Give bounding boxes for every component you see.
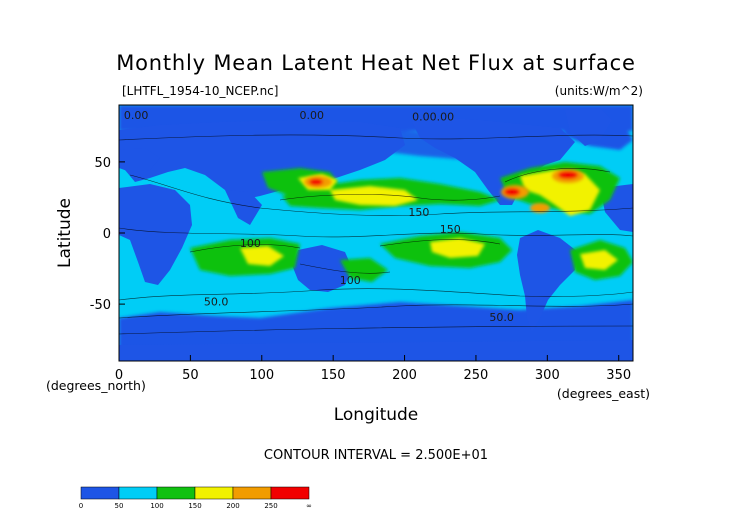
gulf-stream-core <box>520 170 600 216</box>
contour-label: 0.00 <box>124 109 149 122</box>
x-unit-label: (degrees_east) <box>557 386 650 401</box>
south-atlantic-core <box>580 250 618 270</box>
tasman-band <box>340 258 388 282</box>
gulf-stream-max <box>504 188 520 196</box>
high-flux-regions <box>240 170 618 270</box>
chart-title: Monthly Mean Latent Heat Net Flux at sur… <box>116 51 636 75</box>
colorbar-swatch <box>156 486 196 500</box>
x-tick-label: 350 <box>606 368 631 383</box>
contour-interval-label: CONTOUR INTERVAL = 2.500E+01 <box>264 448 488 463</box>
colorbar-tick-label: 50 <box>115 502 124 510</box>
eurasia <box>119 120 405 200</box>
india <box>225 190 262 225</box>
contour-label: 0.00 <box>300 109 325 122</box>
caribbean-peak <box>530 203 550 213</box>
peak-flux-regions <box>304 169 584 213</box>
contour-label: 0.00.00 <box>412 111 454 124</box>
contour-label: 50.0 <box>204 296 229 309</box>
north-america <box>412 118 575 205</box>
colorbar-tick-label: ∞ <box>306 502 312 510</box>
antarctica <box>119 340 633 361</box>
indian-core <box>240 246 284 266</box>
north-atlantic-max <box>558 171 578 179</box>
greenland <box>565 108 612 146</box>
south-america <box>517 230 578 332</box>
y-tick-label: 50 <box>94 156 111 171</box>
y-axis-title: Latitude <box>55 198 75 268</box>
australia <box>292 245 352 292</box>
europe <box>119 148 160 172</box>
colorbar: 0 50 100 150 200 250 ∞ <box>79 486 312 510</box>
colorbar-tick-label: 0 <box>79 502 83 510</box>
y-unit-label: (degrees_north) <box>46 378 146 393</box>
colorbar-tick-label: 250 <box>264 502 277 510</box>
continents <box>119 108 633 361</box>
x-axis-title: Longitude <box>334 405 419 425</box>
map-field: 0.00 0.00 0.00.00 150 150 100 100 50.0 50.0 <box>119 105 633 361</box>
north-pacific-core <box>330 186 418 206</box>
contour-label: 50.0 <box>489 311 514 324</box>
units-label: (units:W/m^2) <box>555 84 643 98</box>
y-tick-label: -50 <box>90 298 111 313</box>
contour-label: 150 <box>440 223 461 236</box>
contour-labels: 0.00 0.00 0.00.00 150 150 100 100 50.0 50.0 <box>124 109 514 324</box>
contour-label: 100 <box>340 274 361 287</box>
axes: 0 50 100 150 200 250 300 350 -50 0 50 <box>90 156 631 383</box>
x-tick-label: 100 <box>249 368 274 383</box>
colorbar-tick-label: 150 <box>188 502 201 510</box>
x-tick-label: 200 <box>392 368 417 383</box>
x-tick-label: 150 <box>321 368 346 383</box>
x-tick-label: 300 <box>535 368 560 383</box>
contour-label: 100 <box>240 237 261 250</box>
africa <box>119 184 192 285</box>
kuroshio-max <box>309 178 323 186</box>
contour-label: 150 <box>408 206 429 219</box>
south-pacific-core <box>430 238 485 258</box>
colorbar-swatch <box>80 486 120 500</box>
colorbar-swatch <box>194 486 234 500</box>
x-tick-label: 250 <box>464 368 489 383</box>
colorbar-tick-label: 200 <box>226 502 239 510</box>
contour-lines <box>119 134 633 335</box>
colorbar-swatch <box>270 486 310 500</box>
y-tick-label: 0 <box>103 227 111 242</box>
colorbar-tick-label: 100 <box>150 502 163 510</box>
x-tick-label: 50 <box>182 368 199 383</box>
file-label: [LHTFL_1954-10_NCEP.nc] <box>122 84 278 98</box>
x-tick-label: 0 <box>115 368 123 383</box>
colorbar-swatch <box>232 486 272 500</box>
colorbar-swatch <box>118 486 158 500</box>
